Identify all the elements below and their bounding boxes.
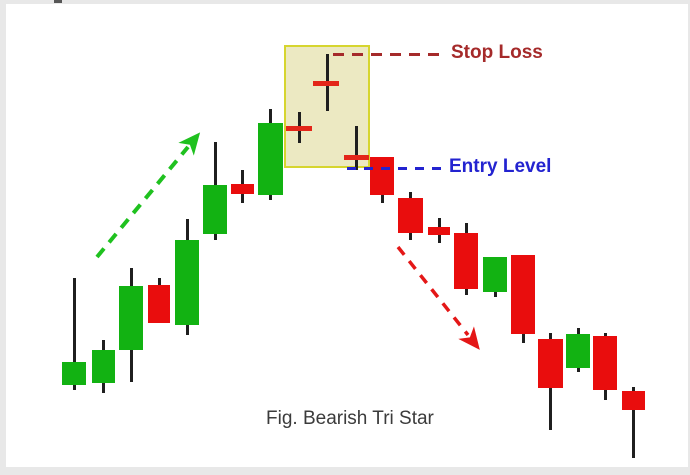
candle-body <box>203 185 227 234</box>
figure-caption: Fig. Bearish Tri Star <box>266 408 434 429</box>
candle-body <box>538 339 563 388</box>
candle-body <box>511 255 535 334</box>
candle-body <box>622 391 645 410</box>
entry-level-label: Entry Level <box>449 156 552 177</box>
candle-body <box>92 350 115 383</box>
candle-body <box>258 123 283 195</box>
candle-body <box>148 285 170 323</box>
candle-body <box>175 240 199 325</box>
candle-body <box>62 362 86 385</box>
candle-body <box>231 184 254 194</box>
doji-star-cross <box>313 81 339 86</box>
entry-level-line <box>347 167 442 170</box>
stop-loss-label: Stop Loss <box>451 42 543 63</box>
candle-body <box>428 227 450 235</box>
doji-star-cross <box>286 126 312 131</box>
candle-body <box>119 286 143 350</box>
candle-body <box>370 157 394 195</box>
doji-star-wick <box>355 126 358 170</box>
stop-loss-line <box>333 53 443 56</box>
crop-artifact-mark <box>54 0 62 3</box>
candle-wick <box>632 387 635 458</box>
candle-body <box>454 233 478 289</box>
candle-body <box>483 257 507 292</box>
doji-star-cross <box>344 155 369 160</box>
candle-body <box>566 334 590 368</box>
candle-body <box>593 336 617 390</box>
candle-body <box>398 198 423 233</box>
candle-wick <box>73 278 76 390</box>
